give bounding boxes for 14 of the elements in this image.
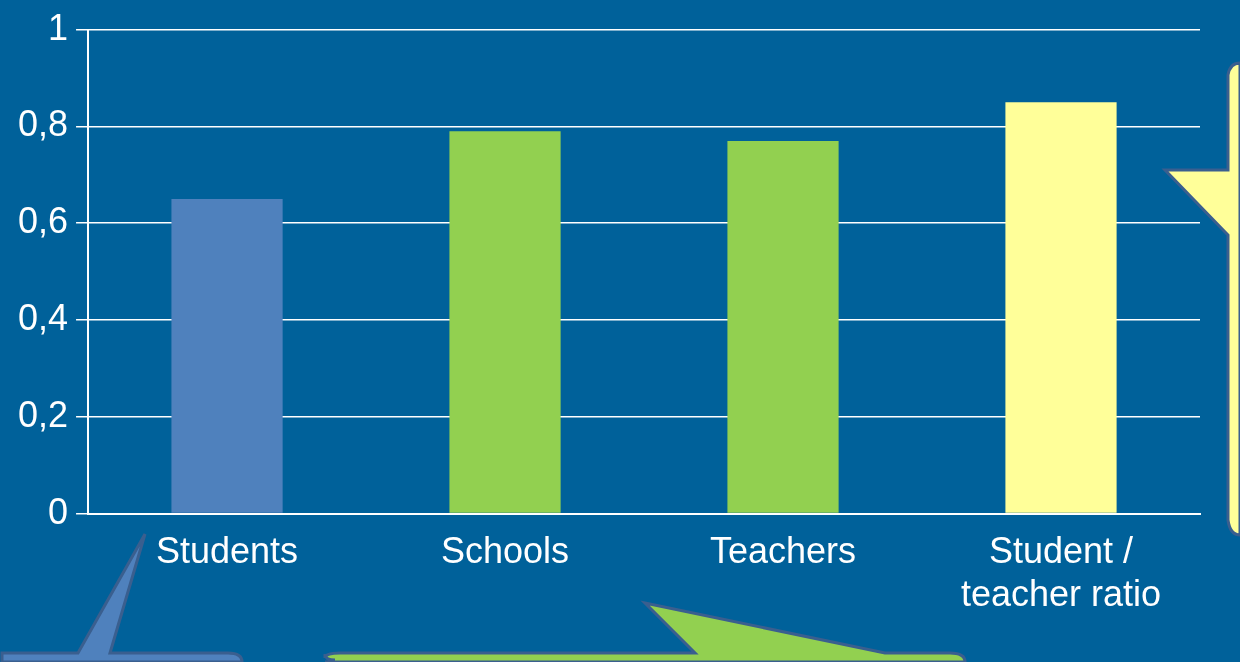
x-tick-label: Students — [155, 530, 299, 572]
x-tick-label: Schools — [440, 530, 570, 572]
y-tick-label: 1 — [48, 6, 69, 48]
y-tick-label: 0,2 — [18, 393, 69, 435]
bar — [171, 199, 283, 513]
y-tick-label: 0,4 — [18, 296, 69, 338]
y-tick-label: 0,8 — [18, 103, 69, 145]
y-tick-label: 0,6 — [18, 200, 69, 242]
bar — [727, 140, 839, 513]
x-tick-label: Teachers — [709, 530, 857, 572]
bar — [1005, 102, 1117, 513]
x-tick-label: Student / teacher ratio — [960, 530, 1162, 615]
bar — [449, 131, 561, 513]
y-tick-label: 0 — [48, 490, 69, 532]
